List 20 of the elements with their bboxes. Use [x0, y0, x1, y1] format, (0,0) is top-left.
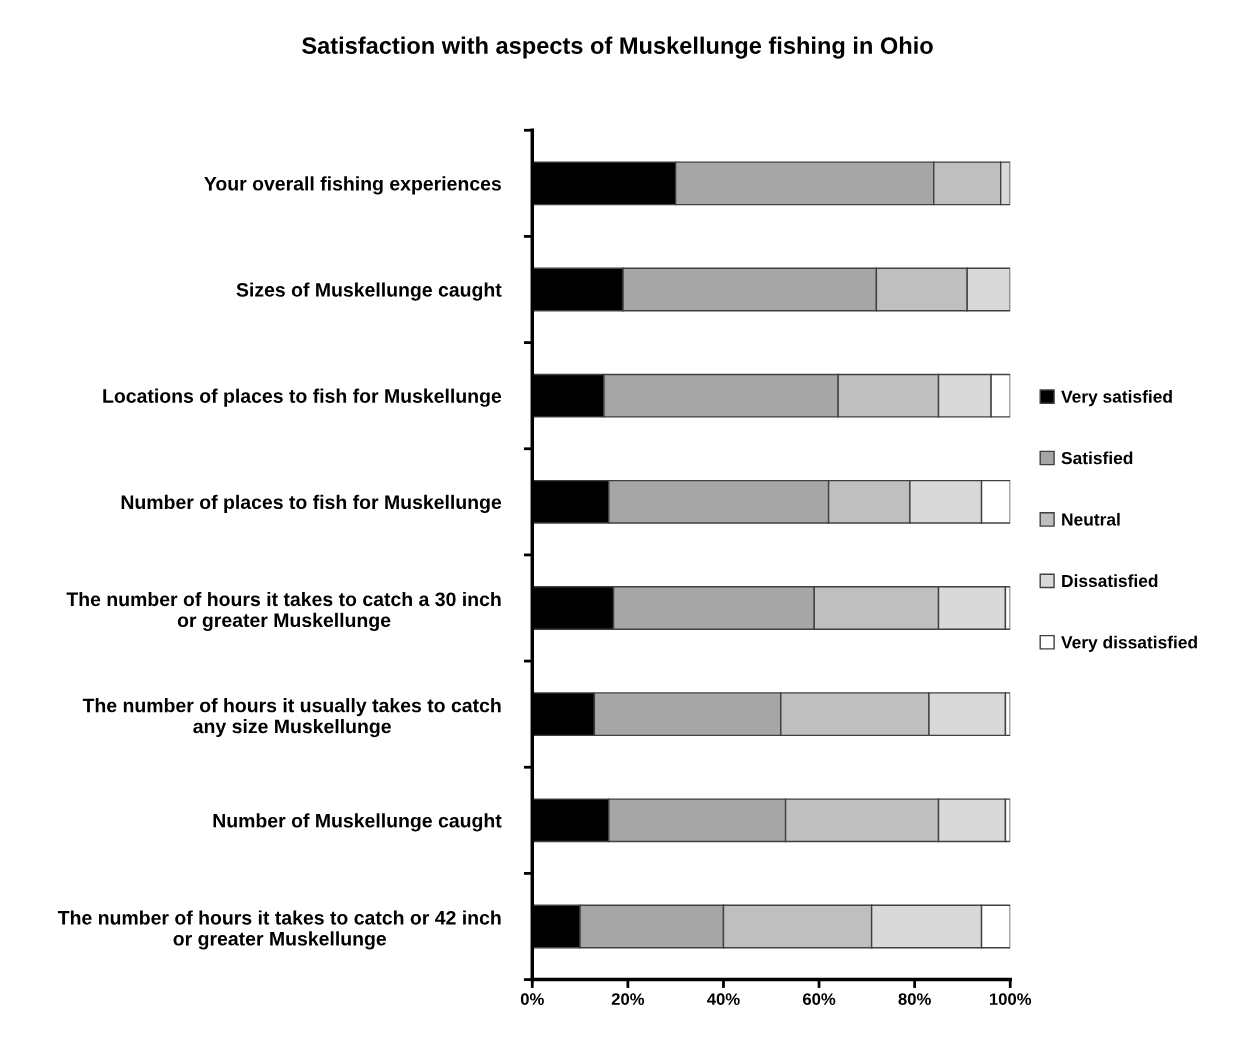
x-tick-label: 40% — [707, 993, 740, 1006]
y-tick-label: Locations of places to fish for Muskellunge — [103, 388, 502, 407]
y-tick-label: The number of hours it usually takes to catch any size Muskellunge — [82, 698, 501, 738]
y-tick-label: The number of hours it takes to catch a 30 inch or greater Muskellunge — [66, 591, 501, 632]
y-tick-label: Your overall fishing experiences — [204, 176, 501, 195]
chart-title: Satisfaction with aspects of Muskellunge fishing in Ohio — [302, 36, 933, 59]
legend-label: Satisfied — [1061, 451, 1133, 465]
legend-label: Dissatisfied — [1062, 574, 1158, 588]
y-tick-label: The number of hours it takes to catch or 42 inch or greater Muskellunge — [57, 910, 501, 950]
x-tick-label: 0% — [520, 993, 544, 1006]
legend-label: Very satisfied — [1061, 390, 1172, 407]
legend-label: Very dissatisfied — [1061, 635, 1197, 652]
y-tick-label: Sizes of Muskellunge caught — [236, 282, 502, 301]
y-tick-label: Number of Muskellunge caught — [213, 813, 502, 832]
x-tick-label: 20% — [611, 993, 645, 1006]
x-tick-label: 100% — [989, 993, 1032, 1006]
legend-label: Neutral — [1062, 512, 1120, 526]
x-tick-label: 60% — [802, 993, 836, 1006]
x-tick-label: 80% — [898, 993, 931, 1006]
y-tick-label: Number of places to fish for Muskellunge — [121, 494, 502, 513]
